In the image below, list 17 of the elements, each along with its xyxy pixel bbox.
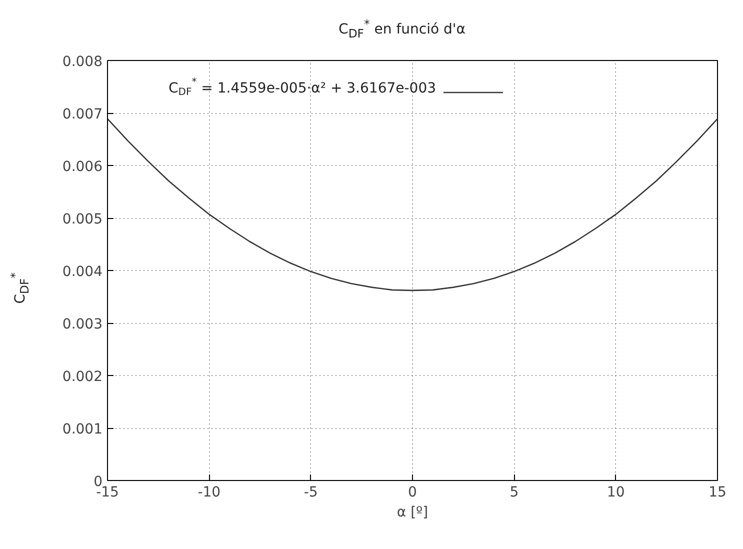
x-tick-label: -10 xyxy=(198,484,221,500)
y-tick-label: 0.005 xyxy=(62,212,103,228)
x-tick-label: 0 xyxy=(408,484,417,500)
y-tick-label: 0.001 xyxy=(62,422,103,438)
x-tick-label: 10 xyxy=(606,484,625,500)
x-axis-title: α [º] xyxy=(396,504,428,520)
y-tick-label: 0.004 xyxy=(62,264,103,280)
x-tick-label: 15 xyxy=(708,484,726,500)
chart-title: C$_{DF}$$^{*}$ en funció d'α xyxy=(338,17,466,40)
y-tick-label: 0.003 xyxy=(62,316,103,332)
y-tick-label: 0.008 xyxy=(62,54,103,70)
line-series xyxy=(108,118,718,292)
y-tick-label: 0.006 xyxy=(62,159,103,175)
x-tick-label: 5 xyxy=(510,484,519,500)
y-tick-label: 0.002 xyxy=(62,369,103,385)
x-tick-label: -5 xyxy=(304,484,318,500)
y-tick-label: 0.007 xyxy=(62,106,103,122)
